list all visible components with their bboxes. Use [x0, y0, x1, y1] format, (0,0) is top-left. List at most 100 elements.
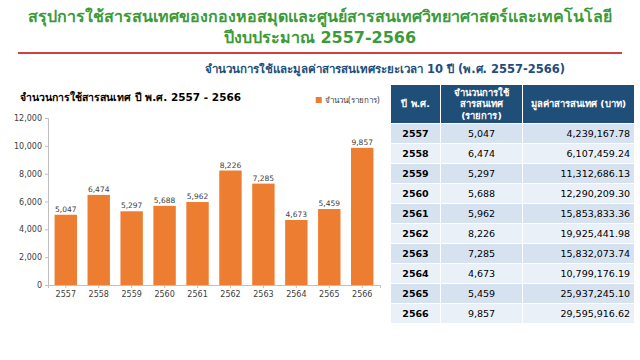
- table-cell: 2559: [391, 164, 441, 184]
- x-tick-label: 2562: [220, 290, 240, 299]
- table-cell: 4,673: [441, 264, 523, 284]
- table-cell: 15,853,833.36: [523, 204, 635, 224]
- y-tick-label: 10,000: [14, 142, 42, 151]
- data-label: 5,688: [154, 196, 176, 205]
- table-cell: 5,962: [441, 204, 523, 224]
- data-label: 8,226: [220, 161, 242, 170]
- x-tick-mark: [164, 285, 165, 288]
- bar: [120, 211, 142, 285]
- data-label: 5,962: [187, 192, 209, 201]
- bar: [219, 171, 241, 285]
- x-tick-mark: [230, 285, 231, 288]
- y-tick: 2,000: [19, 253, 48, 262]
- title-rule: [18, 52, 622, 54]
- x-tick-mark: [98, 285, 99, 288]
- x-tick-label: 2558: [89, 290, 109, 299]
- x-tick: 2562: [220, 285, 240, 299]
- legend-label: จำนวน(รายการ): [325, 96, 380, 105]
- x-tick: 2559: [121, 285, 141, 299]
- bar: [88, 195, 110, 285]
- table-cell: 2566: [391, 304, 441, 324]
- table-cell: 4,239,167.78: [523, 124, 635, 144]
- table-row: 25575,0474,239,167.78: [391, 124, 635, 144]
- table-header-row: ปี พ.ศ.จำนวนการใช้สารสนเทศ (รายการ)มูลค่…: [391, 85, 635, 124]
- table-cell: 2563: [391, 244, 441, 264]
- y-tick: 10,000: [14, 142, 48, 151]
- y-tick-mark: [45, 285, 48, 286]
- x-tick-label: 2564: [286, 290, 306, 299]
- y-tick-mark: [45, 174, 48, 175]
- bar: [153, 206, 175, 285]
- table-cell: 11,312,686.13: [523, 164, 635, 184]
- table-cell: 10,799,176.19: [523, 264, 635, 284]
- table-cell: 6,107,459.24: [523, 144, 635, 164]
- table-cell: 12,290,209.30: [523, 184, 635, 204]
- y-tick-label: 12,000: [14, 114, 42, 123]
- y-tick-label: 0: [37, 281, 42, 290]
- y-tick: 8,000: [19, 170, 48, 179]
- y-tick: 0: [37, 281, 48, 290]
- table-cell: 25,937,245.10: [523, 284, 635, 304]
- legend-swatch: [316, 97, 322, 103]
- x-tick-label: 2559: [121, 290, 141, 299]
- table-cell: 2558: [391, 144, 441, 164]
- x-tick: 2560: [154, 285, 174, 299]
- y-tick: 12,000: [14, 114, 48, 123]
- title: ปีงบประมาณ 2557-2566: [223, 28, 416, 47]
- chart-title: จำนวนการใช้สารสนเทศ ปี พ.ศ. 2557 - 2566: [20, 90, 241, 103]
- x-tick-mark: [263, 285, 264, 288]
- x-tick-mark: [296, 285, 297, 288]
- x-tick: 2563: [253, 285, 273, 299]
- bar: [285, 220, 307, 285]
- bar: [252, 184, 274, 285]
- y-tick: 4,000: [19, 225, 48, 234]
- data-label: 6,474: [88, 185, 110, 194]
- data-label: 9,857: [351, 138, 373, 147]
- table-cell: 2565: [391, 284, 441, 304]
- x-tick: 2565: [319, 285, 339, 299]
- x-tick: 2557: [56, 285, 76, 299]
- x-axis: 2557 2558 2559 2560 2561 2562 2563 2564 2565 2566: [49, 285, 381, 299]
- x-tick: 2558: [89, 285, 109, 299]
- x-tick-label: 2557: [56, 290, 76, 299]
- x-axis-line: [49, 286, 381, 289]
- page: {"header": {"title": ["สรุปการใช้สารสนเท…: [0, 0, 640, 360]
- y-tick-label: 8,000: [19, 170, 42, 179]
- table-cell: 5,688: [441, 184, 523, 204]
- y-tick-mark: [45, 229, 48, 230]
- table-cell: 5,459: [441, 284, 523, 304]
- x-tick-mark: [65, 285, 66, 288]
- table-header-cell: มูลค่าสารสนเทศ (บาท): [523, 85, 635, 124]
- y-axis-line: [45, 119, 49, 286]
- data-label: 5,459: [319, 199, 341, 208]
- bars: [55, 148, 374, 285]
- data-label: 4,673: [286, 210, 308, 219]
- x-tick: 2566: [352, 285, 372, 299]
- table-cell: 19,925,441.98: [523, 224, 635, 244]
- data-label: 5,297: [121, 201, 143, 210]
- y-tick-mark: [45, 202, 48, 203]
- table-cell: 29,595,916.62: [523, 304, 635, 324]
- table-cell: 2557: [391, 124, 441, 144]
- table-cell: 2560: [391, 184, 441, 204]
- x-tick-label: 2563: [253, 290, 273, 299]
- data-label: 7,285: [253, 174, 275, 183]
- table-cell: 6,474: [441, 144, 523, 164]
- bar: [318, 209, 340, 285]
- table-cell: 15,832,073.74: [523, 244, 635, 264]
- table-row: 25615,96215,853,833.36: [391, 204, 635, 224]
- y-tick-mark: [45, 118, 48, 119]
- table-cell: 5,047: [441, 124, 523, 144]
- x-tick-mark: [197, 285, 198, 288]
- x-tick-label: 2566: [352, 290, 372, 299]
- y-tick-mark: [45, 146, 48, 147]
- x-tick: 2564: [286, 285, 306, 299]
- table-cell: 7,285: [441, 244, 523, 264]
- table-row: 25595,29711,312,686.13: [391, 164, 635, 184]
- x-tick-mark: [329, 285, 330, 288]
- table-row: 25628,22619,925,441.98: [391, 224, 635, 244]
- y-tick-label: 6,000: [19, 198, 42, 207]
- x-tick-label: 2560: [154, 290, 174, 299]
- table-cell: 5,297: [441, 164, 523, 184]
- x-tick-label: 2561: [187, 290, 207, 299]
